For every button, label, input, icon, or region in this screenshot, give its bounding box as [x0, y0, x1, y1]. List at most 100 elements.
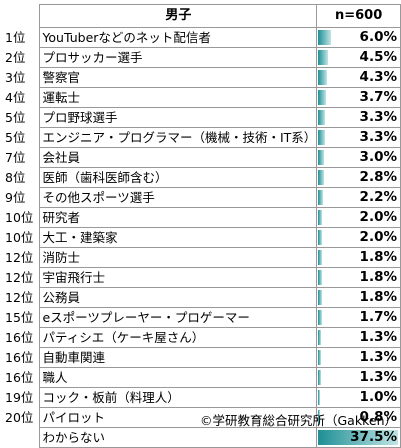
percentage-cell: 0.8% [316, 407, 401, 428]
occupation-label: 医師（歯科医師含む） [39, 167, 318, 188]
table-row: 4位 運転士 3.7% [2, 87, 401, 108]
percentage-value: 1.8% [359, 269, 397, 285]
percentage-bar [318, 230, 323, 245]
occupation-label: わからない [39, 427, 318, 448]
table-row: 10位 大工・建築家 2.0% [2, 227, 401, 248]
percentage-value: 1.3% [359, 349, 397, 365]
percentage-cell: 3.3% [316, 127, 401, 148]
table-row: 7位 会社員 3.0% [2, 147, 401, 168]
percentage-bar [318, 90, 327, 105]
rank-label: 4位 [5, 90, 26, 105]
table-row: 1位 YouTuberなどのネット配信者 6.0% [2, 27, 401, 48]
rank-label: 9位 [5, 190, 26, 205]
table-header-row: 男子 n=600 [2, 4, 401, 28]
percentage-value: 3.3% [359, 129, 397, 145]
percentage-cell: 1.7% [316, 307, 401, 328]
rank-label: 16位 [5, 350, 34, 365]
percentage-value: 3.3% [359, 109, 397, 125]
percentage-bar [318, 390, 321, 405]
header-value-cell: n=600 [316, 4, 401, 28]
percentage-bar [318, 330, 322, 345]
rank-label: 8位 [5, 170, 26, 185]
percentage-bar [318, 150, 325, 165]
percentage-cell: 4.5% [316, 47, 401, 68]
occupation-label: eスポーツプレーヤー・プロゲーマー [39, 307, 318, 328]
table-row: 19位 コック・板前（料理人） 1.0% [2, 387, 401, 408]
percentage-bar [318, 30, 332, 45]
rank-label: 12位 [5, 270, 34, 285]
percentage-cell: 1.3% [316, 347, 401, 368]
percentage-cell: 1.0% [316, 387, 401, 408]
occupation-label: パティシエ（ケーキ屋さん） [39, 327, 318, 348]
percentage-value: 37.5% [350, 429, 397, 445]
occupation-label: エンジニア・プログラマー（機械・技術・IT系） [39, 127, 318, 148]
occupation-label: 消防士 [39, 247, 318, 268]
percentage-bar [318, 370, 322, 385]
table-row: 3位 警察官 4.3% [2, 67, 401, 88]
percentage-bar [318, 130, 326, 145]
percentage-bar [318, 110, 326, 125]
percentage-bar [318, 70, 328, 85]
occupation-label: プロサッカー選手 [39, 47, 318, 68]
percentage-cell: 3.3% [316, 107, 401, 128]
percentage-cell: 1.3% [316, 367, 401, 388]
header-rank-cell [2, 5, 40, 28]
percentage-value: 0.8% [359, 409, 397, 425]
rank-label: 1位 [5, 30, 26, 45]
percentage-bar [318, 410, 321, 425]
table-row: わからない 37.5% [2, 427, 401, 448]
percentage-cell: 2.8% [316, 167, 401, 188]
occupation-label: プロ野球選手 [39, 107, 318, 128]
rank-label: 20位 [5, 410, 34, 425]
percentage-cell: 4.3% [316, 67, 401, 88]
header-label-cell: 男子 [39, 4, 318, 28]
percentage-cell: 3.7% [316, 87, 401, 108]
table-row: 9位 その他スポーツ選手 2.2% [2, 187, 401, 208]
rank-label: 10位 [5, 210, 34, 225]
percentage-cell: 1.8% [316, 287, 401, 308]
percentage-cell: 1.8% [316, 267, 401, 288]
table-row: 16位 職人 1.3% [2, 367, 401, 388]
table-row: 20位 パイロット 0.8% [2, 407, 401, 428]
percentage-value: 4.3% [359, 69, 397, 85]
percentage-cell: 2.0% [316, 207, 401, 228]
percentage-value: 6.0% [359, 29, 397, 45]
rank-label: 12位 [5, 250, 34, 265]
percentage-bar [318, 210, 323, 225]
percentage-cell: 2.0% [316, 227, 401, 248]
rank-label: 3位 [5, 70, 26, 85]
percentage-value: 2.0% [359, 229, 397, 245]
rank-label: 19位 [5, 390, 34, 405]
percentage-bar [318, 170, 325, 185]
occupation-label: 宇宙飛行士 [39, 267, 318, 288]
percentage-value: 1.8% [359, 289, 397, 305]
percentage-bar [318, 290, 323, 305]
percentage-cell: 3.0% [316, 147, 401, 168]
percentage-value: 2.2% [359, 189, 397, 205]
percentage-value: 1.0% [359, 389, 397, 405]
percentage-cell: 37.5% [316, 427, 401, 448]
table-row: 16位 パティシエ（ケーキ屋さん） 1.3% [2, 327, 401, 348]
percentage-value: 4.5% [359, 49, 397, 65]
occupation-label: その他スポーツ選手 [39, 187, 318, 208]
table-row: 2位 プロサッカー選手 4.5% [2, 47, 401, 68]
percentage-value: 3.7% [359, 89, 397, 105]
percentage-cell: 2.2% [316, 187, 401, 208]
percentage-cell: 1.3% [316, 327, 401, 348]
occupation-label: コック・板前（料理人） [39, 387, 318, 408]
occupation-label: 研究者 [39, 207, 318, 228]
percentage-bar [318, 250, 323, 265]
table-row: 10位 研究者 2.0% [2, 207, 401, 228]
percentage-cell: 1.8% [316, 247, 401, 268]
occupation-label: 公務員 [39, 287, 318, 308]
rank-label: 16位 [5, 370, 34, 385]
occupation-label: 会社員 [39, 147, 318, 168]
percentage-bar [318, 50, 329, 65]
percentage-value: 2.0% [359, 209, 397, 225]
percentage-value: 1.3% [359, 369, 397, 385]
rank-label: 5位 [5, 130, 26, 145]
percentage-bar [318, 310, 323, 325]
percentage-value: 1.3% [359, 329, 397, 345]
table-row: 5位 プロ野球選手 3.3% [2, 107, 401, 128]
table-row: 12位 宇宙飛行士 1.8% [2, 267, 401, 288]
